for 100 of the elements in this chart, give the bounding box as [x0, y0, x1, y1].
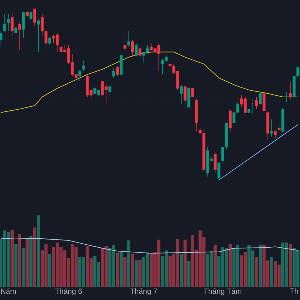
bar [146, 252, 150, 287]
candlestick [128, 31, 130, 48]
candlestick [18, 22, 22, 51]
bar [188, 261, 191, 287]
bar [10, 230, 14, 287]
bar [7, 232, 10, 287]
candlestick [10, 12, 14, 37]
bar [198, 230, 202, 287]
candlestick [218, 160, 221, 182]
bar [262, 244, 266, 287]
candlestick [112, 68, 116, 78]
bar [86, 246, 90, 287]
bar [48, 254, 52, 287]
bar [232, 248, 236, 287]
bar [78, 257, 82, 287]
candlestick [252, 98, 254, 115]
candlestick [131, 40, 134, 58]
candlestick [244, 96, 247, 114]
bar [292, 248, 296, 287]
bar [240, 256, 244, 287]
candlestick [78, 69, 82, 82]
bar [296, 250, 300, 287]
bar [142, 257, 146, 287]
candlestick [0, 31, 3, 48]
candlestick [7, 14, 10, 32]
bar [255, 257, 258, 287]
bar [3, 230, 6, 287]
candlestick [195, 98, 198, 132]
candlestick [37, 19, 40, 52]
bar [164, 250, 168, 287]
candlestick [229, 109, 232, 132]
bar [244, 252, 248, 287]
bar [157, 240, 161, 287]
bar [44, 244, 48, 287]
candlestick [184, 84, 187, 110]
bar [236, 244, 240, 287]
bar [14, 244, 18, 287]
bar [138, 260, 142, 287]
candlestick [270, 119, 274, 138]
bar [285, 242, 288, 287]
candlestick [289, 81, 292, 100]
candlestick [188, 86, 191, 108]
candlestick [120, 54, 123, 77]
candlestick [255, 96, 258, 110]
candlestick [274, 130, 277, 139]
bar [112, 244, 116, 287]
bar [70, 244, 74, 287]
candlestick [116, 66, 120, 77]
bar [108, 248, 112, 287]
candlestick [56, 32, 59, 52]
bar [210, 251, 214, 287]
candlestick [180, 84, 184, 104]
bar [94, 256, 97, 287]
bar [30, 236, 33, 287]
candlestick [282, 107, 285, 132]
candlestick [34, 8, 36, 27]
bar [180, 254, 184, 287]
bar [52, 247, 56, 287]
bar [131, 254, 134, 287]
bar [101, 248, 104, 287]
bar [22, 248, 26, 287]
bar [206, 254, 210, 287]
candlestick [22, 12, 26, 39]
bar [127, 240, 131, 287]
bar [104, 246, 108, 287]
bar [33, 228, 37, 287]
candlestick [138, 45, 142, 58]
bar [228, 244, 232, 287]
bar [37, 216, 40, 287]
bar [184, 240, 187, 287]
candlestick [108, 84, 112, 98]
candlestick [232, 102, 236, 124]
bar [225, 248, 228, 287]
candlestick [104, 83, 108, 104]
bar [150, 254, 154, 287]
candlestick [30, 8, 33, 25]
bar [258, 244, 262, 287]
bar [176, 239, 180, 287]
candlestick [158, 43, 160, 72]
bar [270, 257, 274, 287]
bar [18, 234, 22, 287]
bar [26, 239, 30, 287]
bar [221, 247, 225, 287]
bar [282, 242, 285, 287]
candlestick [259, 94, 262, 104]
candlestick [135, 43, 138, 56]
candlestick [3, 14, 6, 32]
candlestick [206, 147, 210, 178]
candlestick [101, 81, 104, 96]
bar [63, 250, 67, 287]
bar [168, 256, 172, 287]
candlestick [124, 36, 127, 52]
bar [56, 242, 60, 287]
bar [82, 257, 86, 287]
bar [274, 261, 278, 287]
candlestick [86, 74, 90, 98]
bar [191, 234, 194, 287]
bar [124, 257, 127, 287]
bar [278, 264, 281, 287]
bar [248, 244, 251, 287]
